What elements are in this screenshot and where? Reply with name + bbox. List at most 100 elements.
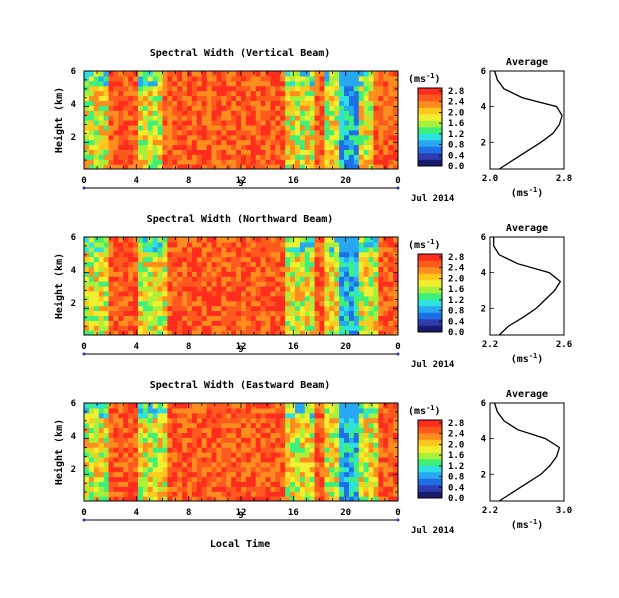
heatmap-cell xyxy=(201,417,208,424)
heatmap-cell xyxy=(152,461,159,468)
heatmap-cell xyxy=(196,295,203,302)
heatmap-cell xyxy=(388,496,394,501)
heatmap-cell xyxy=(339,286,345,292)
heatmap-cell xyxy=(348,461,355,468)
heatmap-cell xyxy=(368,456,375,463)
heatmap-cell xyxy=(309,276,316,282)
heatmap-cell xyxy=(368,452,375,458)
heatmap-cell xyxy=(393,486,398,492)
heatmap-cell xyxy=(363,154,370,160)
heatmap-cell xyxy=(196,486,203,492)
heatmap-cell xyxy=(299,330,306,335)
heatmap-cell xyxy=(167,412,173,419)
heatmap-cell xyxy=(299,115,306,121)
heatmap-cell xyxy=(108,85,115,92)
heatmap-cell xyxy=(162,251,169,258)
heatmap-cell xyxy=(98,129,105,136)
heatmap-cell xyxy=(339,251,345,258)
heatmap-cell xyxy=(201,246,208,253)
heatmap-cell xyxy=(255,491,262,497)
heatmap-cell xyxy=(285,271,291,277)
heatmap-cell xyxy=(378,139,384,146)
heatmap-cell xyxy=(162,496,169,501)
heatmap-cell xyxy=(206,105,213,111)
heatmap-cell xyxy=(363,237,370,243)
heatmap-cell xyxy=(88,476,95,482)
heatmap-cell xyxy=(339,403,345,409)
heatmap-cell xyxy=(196,85,203,92)
heatmap-cell xyxy=(147,476,154,482)
heatmap-cell xyxy=(245,325,252,331)
heatmap-cell xyxy=(118,417,124,424)
heatmap-cell xyxy=(368,149,375,155)
heatmap-cell xyxy=(118,159,124,165)
heatmap-cell xyxy=(378,290,384,297)
heatmap-cell xyxy=(221,407,227,414)
heatmap-cell xyxy=(314,120,321,126)
x-tick-label: 16 xyxy=(288,176,299,186)
heatmap-cell xyxy=(147,290,154,297)
heatmap-cell xyxy=(211,159,218,165)
heatmap-cell xyxy=(98,115,105,121)
heatmap-cell xyxy=(378,85,384,92)
heatmap-cell xyxy=(103,496,110,501)
heatmap-cell xyxy=(142,305,149,312)
heatmap-cell xyxy=(250,85,257,92)
heatmap-cell xyxy=(147,442,154,448)
heatmap-cell xyxy=(123,417,129,424)
heatmap-cell xyxy=(221,325,227,331)
date-label: Jul 2014 xyxy=(411,360,455,370)
heatmap-cell xyxy=(383,305,389,312)
heatmap-cell xyxy=(294,159,301,165)
heatmap-cell xyxy=(373,447,379,453)
heatmap-cell xyxy=(294,310,301,316)
heatmap-cell xyxy=(290,241,296,248)
heatmap-cell xyxy=(344,461,350,468)
heatmap-cell xyxy=(344,452,350,458)
panel-northward: Spectral Width (Northward Beam) Height (… xyxy=(53,213,572,370)
heatmap-cell xyxy=(388,139,394,146)
heatmap-cell xyxy=(191,276,198,282)
heatmap-cell xyxy=(383,325,389,331)
heatmap-cell xyxy=(142,422,149,429)
heatmap-cell xyxy=(196,452,203,458)
heatmap-cell xyxy=(358,437,365,443)
heatmap-cell xyxy=(216,120,222,126)
heatmap-cell xyxy=(88,271,95,277)
heatmap-cell xyxy=(88,159,95,165)
heatmap-cell xyxy=(152,476,159,482)
heatmap-cell xyxy=(334,447,340,453)
colorbar-frame xyxy=(417,87,443,167)
heatmap-cell xyxy=(187,115,193,121)
heatmap-cell xyxy=(260,110,267,116)
heatmap-cell xyxy=(280,80,286,87)
heatmap-cell xyxy=(196,403,203,409)
heatmap-cell xyxy=(363,281,370,287)
heatmap-cell xyxy=(285,417,291,424)
heatmap-cell xyxy=(206,290,213,297)
heatmap-cell xyxy=(304,310,311,316)
heatmap-cell xyxy=(113,154,119,160)
heatmap-cell xyxy=(319,105,326,111)
heatmap-cell xyxy=(290,80,296,87)
heatmap-cell xyxy=(368,105,375,111)
heatmap-cell xyxy=(133,124,139,131)
heatmap-cell xyxy=(191,407,198,414)
heatmap-cell xyxy=(206,95,213,101)
heatmap-cell xyxy=(241,276,247,282)
heatmap-cell xyxy=(241,237,247,243)
heatmap-cell xyxy=(255,290,262,297)
heatmap-cell xyxy=(142,476,149,482)
heatmap-cell xyxy=(231,412,237,419)
heatmap-cell xyxy=(162,124,169,131)
heatmap-cell xyxy=(270,256,276,263)
heatmap-cell xyxy=(339,320,345,326)
heatmap-cell xyxy=(172,134,178,141)
heatmap-cell xyxy=(241,330,247,335)
heatmap-cell xyxy=(123,85,129,92)
heatmap-cell xyxy=(182,256,188,263)
heatmap-cell xyxy=(221,256,227,263)
heatmap-cell xyxy=(344,100,350,106)
heatmap-cell xyxy=(157,330,164,335)
heatmap-cell xyxy=(147,134,154,141)
